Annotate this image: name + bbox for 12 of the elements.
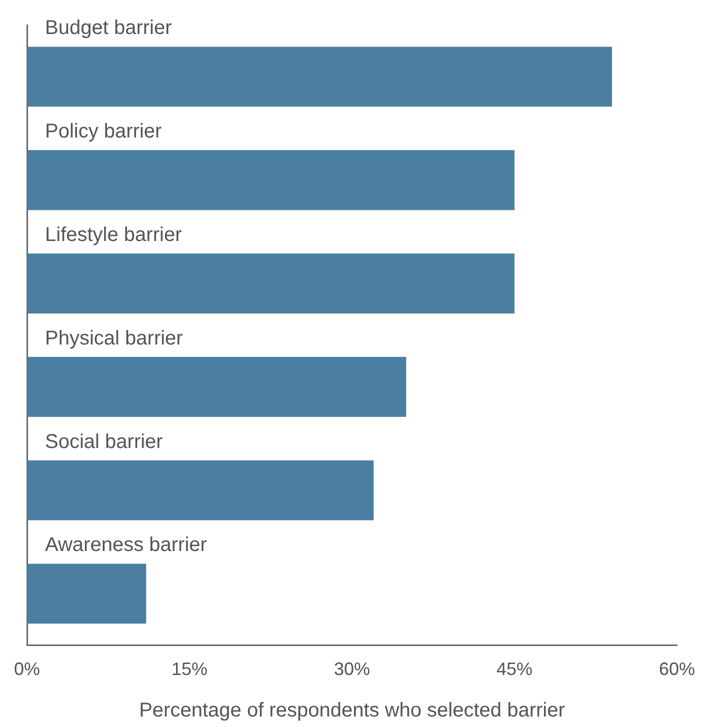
y-tick-label: Social barrier bbox=[45, 430, 164, 453]
y-tick-label: Policy barrier bbox=[45, 120, 162, 143]
x-axis-title: Percentage of respondents who selected barrier bbox=[139, 700, 566, 722]
x-tick-label: 15% bbox=[171, 659, 208, 680]
y-tick-label: Budget barrier bbox=[45, 17, 172, 40]
x-tick-label: 30% bbox=[334, 659, 370, 680]
x-tick-label: 45% bbox=[496, 659, 533, 680]
x-tick-label: 60% bbox=[658, 659, 695, 680]
y-tick-label: Physical barrier bbox=[45, 327, 184, 350]
y-tick-label: Awareness barrier bbox=[45, 534, 208, 556]
y-tick-label: Lifestyle barrier bbox=[45, 224, 182, 246]
x-tick-label: 0% bbox=[14, 659, 40, 680]
